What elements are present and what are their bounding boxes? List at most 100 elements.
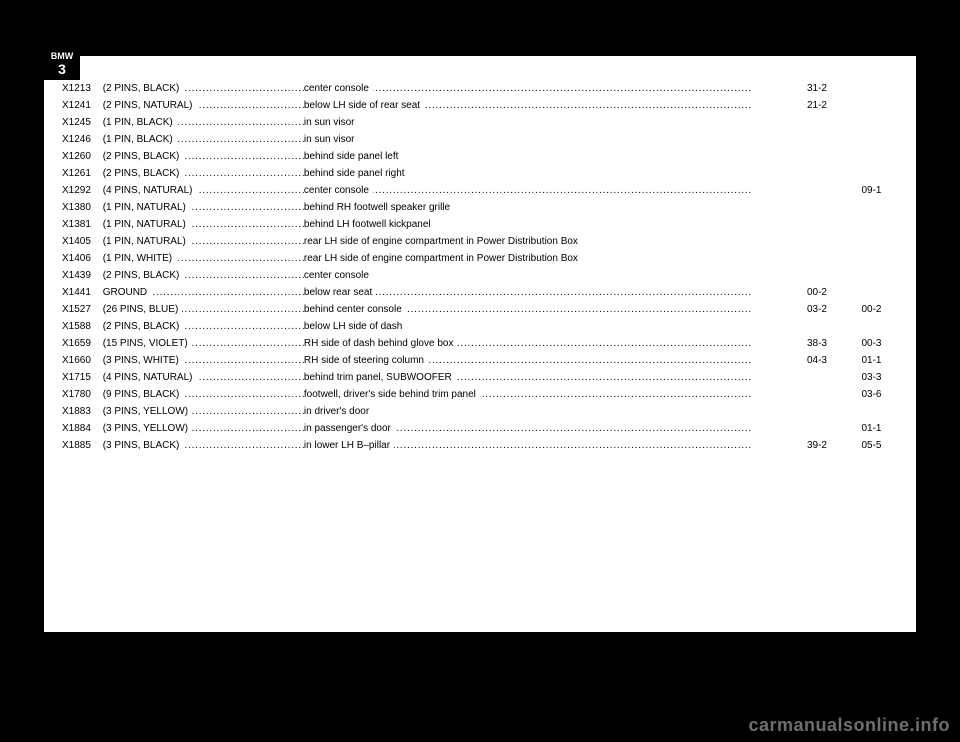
reference-2 [861,403,916,420]
connector-type: (2 PINS, BLACK) [103,318,304,335]
document-page: BMW 3 X1213(2 PINS, BLACK)center console… [44,56,916,632]
connector-type: (1 PIN, BLACK) [103,114,304,131]
connector-code: X1441 [44,284,103,301]
connector-type: (9 PINS, BLACK) [103,386,304,403]
connector-code: X1241 [44,97,103,114]
connector-location: center console [304,80,807,97]
connector-table: X1213(2 PINS, BLACK)center console31-2X1… [44,80,916,454]
connector-type: (3 PINS, YELLOW) [103,403,304,420]
reference-1 [807,369,862,386]
reference-2 [861,233,916,250]
table-row: X1659(15 PINS, VIOLET)RH side of dash be… [44,335,916,352]
connector-location: behind trim panel, SUBWOOFER [304,369,807,386]
connector-location: below rear seat [304,284,807,301]
connector-type: (1 PIN, NATURAL) [103,199,304,216]
reference-1 [807,131,862,148]
connector-code: X1292 [44,182,103,199]
reference-1 [807,165,862,182]
connector-location: footwell, driver's side behind trim pane… [304,386,807,403]
connector-code: X1245 [44,114,103,131]
table-row: X1780(9 PINS, BLACK)footwell, driver's s… [44,386,916,403]
reference-1 [807,148,862,165]
connector-code: X1884 [44,420,103,437]
connector-type: (3 PINS, YELLOW) [103,420,304,437]
connector-code: X1715 [44,369,103,386]
reference-1 [807,233,862,250]
table-row: X1588(2 PINS, BLACK)below LH side of das… [44,318,916,335]
connector-location: behind side panel left [304,148,807,165]
connector-location: in driver's door [304,403,807,420]
connector-code: X1883 [44,403,103,420]
watermark: carmanualsonline.info [748,715,950,736]
reference-1 [807,318,862,335]
table-row: X1406(1 PIN, WHITE)rear LH side of engin… [44,250,916,267]
reference-2: 00-2 [861,301,916,318]
reference-1: 31-2 [807,80,862,97]
reference-2 [861,80,916,97]
connector-code: X1246 [44,131,103,148]
connector-code: X1885 [44,437,103,454]
reference-2: 03-6 [861,386,916,403]
reference-2 [861,216,916,233]
connector-type: (26 PINS, BLUE) [103,301,304,318]
connector-location: behind RH footwell speaker grille [304,199,807,216]
connector-location: RH side of dash behind glove box [304,335,807,352]
table-row: X1292(4 PINS, NATURAL)center console 09-1 [44,182,916,199]
reference-2 [861,199,916,216]
reference-2 [861,97,916,114]
connector-location: below LH side of dash [304,318,807,335]
connector-code: X1527 [44,301,103,318]
connector-code: X1261 [44,165,103,182]
connector-type: (1 PIN, WHITE) [103,250,304,267]
table-row: X1405(1 PIN, NATURAL)rear LH side of eng… [44,233,916,250]
connector-type: (4 PINS, NATURAL) [103,369,304,386]
reference-1: 39-2 [807,437,862,454]
connector-code: X1405 [44,233,103,250]
connector-location: rear LH side of engine compartment in Po… [304,250,807,267]
reference-2: 05-5 [861,437,916,454]
reference-2: 01-1 [861,420,916,437]
badge-top: BMW [51,51,74,61]
reference-1 [807,114,862,131]
reference-2 [861,267,916,284]
table-row: X1246(1 PIN, BLACK)in sun visor [44,131,916,148]
connector-type: (2 PINS, NATURAL) [103,97,304,114]
connector-location: center console [304,182,807,199]
badge-number: 3 [44,62,80,77]
connector-type: (3 PINS, WHITE) [103,352,304,369]
reference-1 [807,420,862,437]
connector-location: in sun visor [304,114,807,131]
connector-code: X1406 [44,250,103,267]
table-row: X1441GROUNDbelow rear seat00-2 [44,284,916,301]
table-row: X1885(3 PINS, BLACK)in lower LH B–pillar… [44,437,916,454]
connector-type: (1 PIN, NATURAL) [103,216,304,233]
reference-2: 01-1 [861,352,916,369]
connector-code: X1213 [44,80,103,97]
connector-code: X1659 [44,335,103,352]
reference-2: 09-1 [861,182,916,199]
reference-1: 03-2 [807,301,862,318]
connector-type: (2 PINS, BLACK) [103,267,304,284]
reference-1 [807,199,862,216]
connector-location: behind LH footwell kickpanel [304,216,807,233]
reference-1 [807,267,862,284]
reference-2 [861,284,916,301]
reference-1 [807,216,862,233]
reference-1 [807,182,862,199]
reference-1 [807,250,862,267]
reference-2: 00-3 [861,335,916,352]
connector-location: in sun visor [304,131,807,148]
reference-2 [861,165,916,182]
table-row: X1241(2 PINS, NATURAL)below LH side of r… [44,97,916,114]
table-row: X1245(1 PIN, BLACK)in sun visor [44,114,916,131]
connector-type: (4 PINS, NATURAL) [103,182,304,199]
reference-1: 21-2 [807,97,862,114]
connector-code: X1588 [44,318,103,335]
table-row: X1715(4 PINS, NATURAL)behind trim panel,… [44,369,916,386]
connector-location: behind center console [304,301,807,318]
table-row: X1380(1 PIN, NATURAL)behind RH footwell … [44,199,916,216]
connector-type: (2 PINS, BLACK) [103,165,304,182]
reference-2 [861,114,916,131]
connector-location: in lower LH B–pillar [304,437,807,454]
reference-1 [807,403,862,420]
